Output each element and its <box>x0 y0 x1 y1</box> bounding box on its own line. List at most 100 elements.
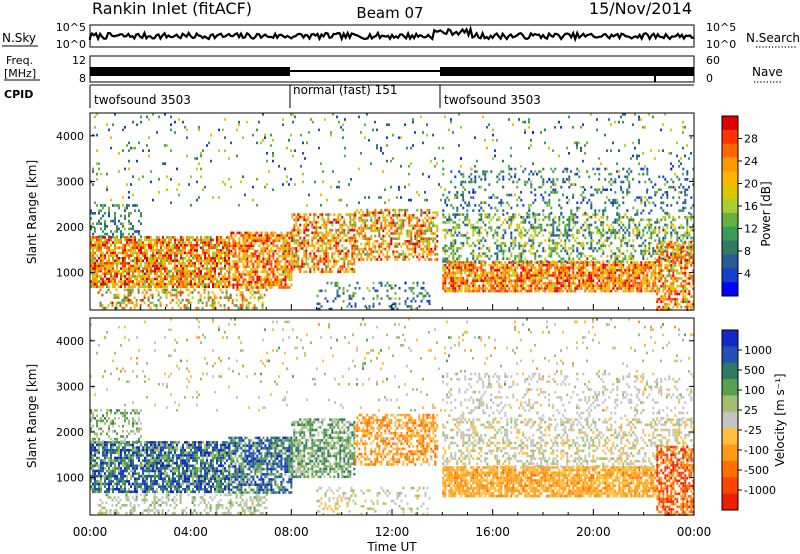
heatmap-cell <box>472 241 475 245</box>
heatmap-cell <box>276 275 279 279</box>
heatmap-cell <box>339 265 342 268</box>
heatmap-cell <box>284 247 287 250</box>
heatmap-cell <box>299 215 302 219</box>
heatmap-cell <box>354 216 357 220</box>
heatmap-cell <box>94 236 96 239</box>
heatmap-cell <box>288 249 291 253</box>
heatmap-cell <box>120 246 122 250</box>
heatmap-cell <box>524 269 527 272</box>
heatmap-cell <box>360 227 363 230</box>
heatmap-cell <box>117 293 120 297</box>
heatmap-cell <box>333 260 336 263</box>
heatmap-cell <box>546 287 549 290</box>
heatmap-cell <box>538 282 541 285</box>
heatmap-cell <box>333 236 336 240</box>
heatmap-cell <box>214 272 216 276</box>
heatmap-cell <box>297 244 300 248</box>
heatmap-cell <box>426 229 429 233</box>
heatmap-cell <box>526 269 529 272</box>
heatmap-cell <box>496 244 499 248</box>
heatmap-cell <box>628 271 631 275</box>
heatmap-cell <box>366 237 369 240</box>
heatmap-cell <box>196 285 198 289</box>
heatmap-cell <box>456 257 459 261</box>
heatmap-cell <box>384 219 387 222</box>
heatmap-cell <box>392 224 395 227</box>
heatmap-cell <box>132 251 134 255</box>
heatmap-cell <box>646 249 649 253</box>
heatmap-cell <box>354 245 357 248</box>
heatmap-cell <box>388 214 391 217</box>
heatmap-cell <box>276 262 279 266</box>
heatmap-cell <box>570 218 573 222</box>
heatmap-cell <box>576 261 579 264</box>
heatmap-cell <box>228 236 230 239</box>
heatmap-cell <box>544 260 547 263</box>
heatmap-cell <box>598 274 601 277</box>
heatmap-cell <box>327 257 330 261</box>
heatmap-cell <box>325 223 328 227</box>
heatmap-cell <box>626 215 629 219</box>
heatmap-cell <box>114 212 116 215</box>
heatmap-cell <box>662 244 665 248</box>
nsky-trace <box>88 25 695 43</box>
heatmap-cell <box>180 254 182 257</box>
heatmap-cell <box>168 238 170 242</box>
heatmap-cell <box>284 281 287 284</box>
heatmap-cell <box>406 247 409 251</box>
heatmap-cell <box>274 244 277 248</box>
heatmap-cell <box>345 270 348 274</box>
heatmap-cell <box>190 259 192 263</box>
heatmap-cell <box>466 276 469 280</box>
heatmap-cell <box>538 279 541 282</box>
heatmap-cell <box>160 251 162 255</box>
heatmap-cell <box>156 241 158 244</box>
heatmap-cell <box>114 275 116 278</box>
heatmap-cell <box>488 257 491 261</box>
heatmap-cell <box>544 249 547 253</box>
heatmap-cell <box>117 296 120 299</box>
heatmap-cell <box>432 240 435 243</box>
heatmap-cell <box>592 276 595 280</box>
heatmap-cell <box>436 253 439 256</box>
heatmap-cell <box>234 260 237 263</box>
heatmap-cell <box>140 275 142 278</box>
heatmap-cell <box>160 254 162 257</box>
heatmap-cell <box>486 231 489 235</box>
heatmap-cell <box>468 218 471 222</box>
heatmap-cell <box>99 304 102 307</box>
heatmap-cell <box>341 228 344 232</box>
heatmap-cell <box>564 263 567 267</box>
heatmap-cell <box>212 282 214 286</box>
heatmap-cell <box>151 296 154 299</box>
heatmap-cell <box>648 249 651 253</box>
heatmap-cell <box>416 237 419 240</box>
heatmap-cell <box>616 257 619 261</box>
heatmap-cell <box>452 263 455 267</box>
heatmap-cell <box>510 289 513 293</box>
heatmap-cell <box>315 234 318 237</box>
heatmap-cell <box>278 234 281 237</box>
heatmap-cell <box>396 255 399 259</box>
heatmap-cell <box>98 241 100 244</box>
heatmap-cell <box>104 243 106 247</box>
heatmap-cell <box>670 236 673 240</box>
heatmap-cell <box>345 213 348 216</box>
heatmap-cell <box>223 306 226 310</box>
heatmap-cell <box>404 240 407 243</box>
heatmap-cell <box>142 277 144 281</box>
heatmap-cell <box>272 244 275 248</box>
heatmap-cell <box>586 274 589 277</box>
heatmap-cell <box>142 259 144 263</box>
heatmap-cell <box>96 246 98 250</box>
heatmap-cell <box>291 239 294 242</box>
heatmap-cell <box>448 263 451 267</box>
heatmap-cell <box>338 294 341 298</box>
heatmap-cell <box>674 231 677 235</box>
heatmap-cell <box>598 284 601 288</box>
heatmap-cell <box>618 231 621 235</box>
heatmap-cell <box>580 266 583 269</box>
heatmap-cell <box>220 269 222 273</box>
heatmap-cell <box>638 276 641 280</box>
heatmap-cell <box>246 283 249 287</box>
